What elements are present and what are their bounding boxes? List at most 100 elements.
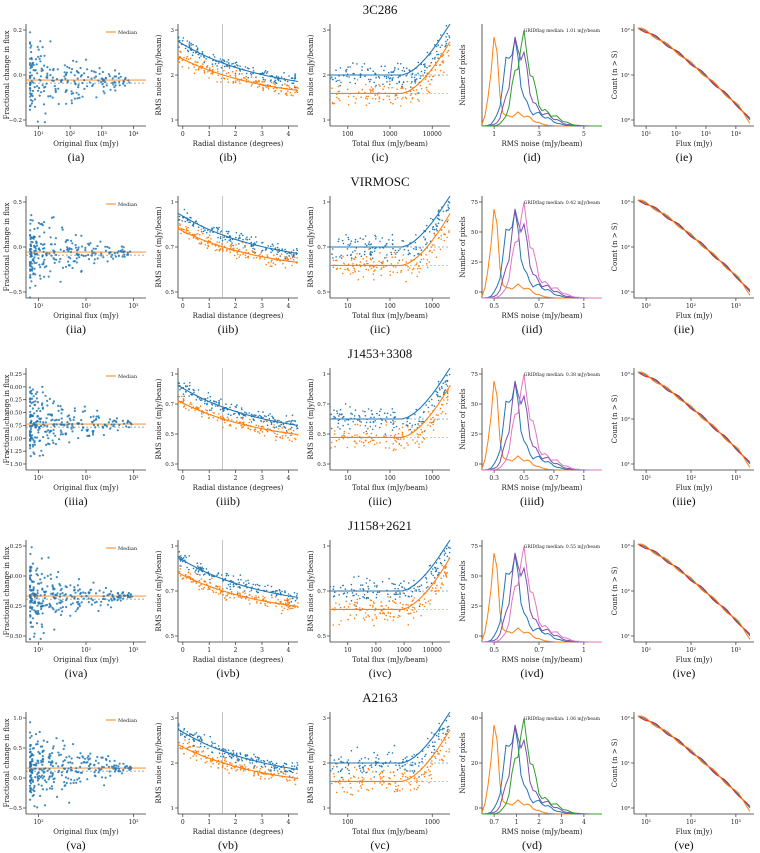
scatter-point bbox=[49, 40, 51, 42]
scatter-point bbox=[336, 440, 338, 442]
scatter-point bbox=[381, 275, 383, 277]
scatter-point bbox=[235, 244, 237, 246]
scatter-point bbox=[354, 446, 356, 448]
scatter-point bbox=[232, 63, 234, 65]
frac-ytick-label: 0.0 bbox=[13, 776, 22, 782]
scatter-point bbox=[380, 613, 382, 615]
scatter-point bbox=[58, 103, 60, 105]
scatter-point bbox=[347, 592, 349, 594]
scatter-point bbox=[52, 765, 54, 767]
hist-xtick-label: 0.7 bbox=[549, 475, 559, 482]
scatter-point bbox=[342, 787, 344, 789]
frac-ylabel: Fractional change in flux bbox=[3, 31, 11, 120]
scatter-point bbox=[427, 766, 429, 768]
scatter-point bbox=[372, 440, 374, 442]
scatter-point bbox=[51, 607, 53, 609]
scatter-point bbox=[338, 86, 340, 88]
scatter-point bbox=[30, 65, 32, 67]
scatter-point bbox=[228, 62, 230, 64]
scatter-point bbox=[30, 45, 32, 47]
scatter-point bbox=[39, 731, 41, 733]
scatter-point bbox=[334, 607, 336, 609]
scatter-point bbox=[401, 586, 403, 588]
scatter-point bbox=[348, 104, 350, 106]
scatter-point bbox=[203, 568, 205, 570]
scatter-point bbox=[122, 420, 124, 422]
scatter-point bbox=[207, 247, 209, 249]
scatter-point bbox=[82, 756, 84, 758]
scatter-point bbox=[424, 65, 426, 67]
scatter-point bbox=[180, 733, 182, 735]
scatter-point bbox=[268, 88, 270, 90]
scatter-point bbox=[347, 255, 349, 257]
scatter-point bbox=[402, 84, 404, 86]
scatter-point bbox=[81, 254, 83, 256]
scatter-point bbox=[238, 80, 240, 82]
scatter-point bbox=[131, 596, 133, 598]
scatter-point bbox=[54, 594, 56, 596]
scatter-point bbox=[397, 588, 399, 590]
scatter-point bbox=[369, 241, 371, 243]
scatter-point bbox=[52, 402, 54, 404]
scatter-point bbox=[192, 755, 194, 757]
scatter-point bbox=[287, 437, 289, 439]
scatter-point bbox=[212, 73, 214, 75]
frac-xtick-label: 10³ bbox=[128, 647, 139, 654]
scatter-point bbox=[222, 753, 224, 755]
scatter-point bbox=[29, 594, 31, 596]
scatter-point bbox=[388, 95, 390, 97]
scatter-point bbox=[66, 421, 68, 423]
scatter-point bbox=[371, 764, 373, 766]
scatter-point bbox=[71, 68, 73, 70]
scatter-point bbox=[204, 229, 206, 231]
scatter-point bbox=[266, 72, 268, 74]
scatter-point bbox=[401, 270, 403, 272]
scatter-point bbox=[244, 764, 246, 766]
scatter-point bbox=[255, 756, 257, 758]
scatter-point bbox=[273, 591, 275, 593]
noise-ytick-label: 0.7 bbox=[317, 245, 326, 251]
scatter-point bbox=[381, 423, 383, 425]
scatter-point bbox=[365, 235, 367, 237]
scatter-point bbox=[418, 253, 420, 255]
scatter-point bbox=[392, 77, 394, 79]
scatter-point bbox=[39, 275, 41, 277]
scatter-point bbox=[61, 601, 63, 603]
scatter-point bbox=[88, 601, 90, 603]
scatter-point bbox=[68, 441, 70, 443]
scatter-point bbox=[351, 750, 353, 752]
scatter-point bbox=[294, 92, 296, 94]
scatter-point bbox=[424, 755, 426, 757]
scatter-point bbox=[334, 592, 336, 594]
scatter-point bbox=[395, 256, 397, 258]
scatter-point bbox=[373, 273, 375, 275]
scatter-point bbox=[335, 77, 337, 79]
panel-caption: (ie) bbox=[614, 150, 754, 165]
scatter-point bbox=[356, 614, 358, 616]
scatter-point bbox=[57, 88, 59, 90]
scatter-point bbox=[288, 429, 290, 431]
scatter-point bbox=[228, 584, 230, 586]
scatter-point bbox=[432, 741, 434, 743]
scatter-point bbox=[364, 76, 366, 78]
scatter-point bbox=[362, 777, 364, 779]
scatter-point bbox=[216, 241, 218, 243]
scatter-point bbox=[432, 575, 434, 577]
scatter-point bbox=[195, 570, 197, 572]
scatter-point bbox=[225, 239, 227, 241]
scatter-point bbox=[362, 767, 364, 769]
scatter-point bbox=[204, 71, 206, 73]
scatter-point bbox=[446, 720, 448, 722]
scatter-point bbox=[38, 49, 40, 51]
scatter-point bbox=[200, 584, 202, 586]
scatter-point bbox=[407, 81, 409, 83]
scatter-point bbox=[42, 777, 44, 779]
scatter-point bbox=[196, 45, 198, 47]
scatter-point bbox=[243, 77, 245, 79]
scatter-point bbox=[29, 570, 31, 572]
scatter-point bbox=[43, 231, 45, 233]
scatter-point bbox=[384, 86, 386, 88]
scatter-point bbox=[212, 66, 214, 68]
